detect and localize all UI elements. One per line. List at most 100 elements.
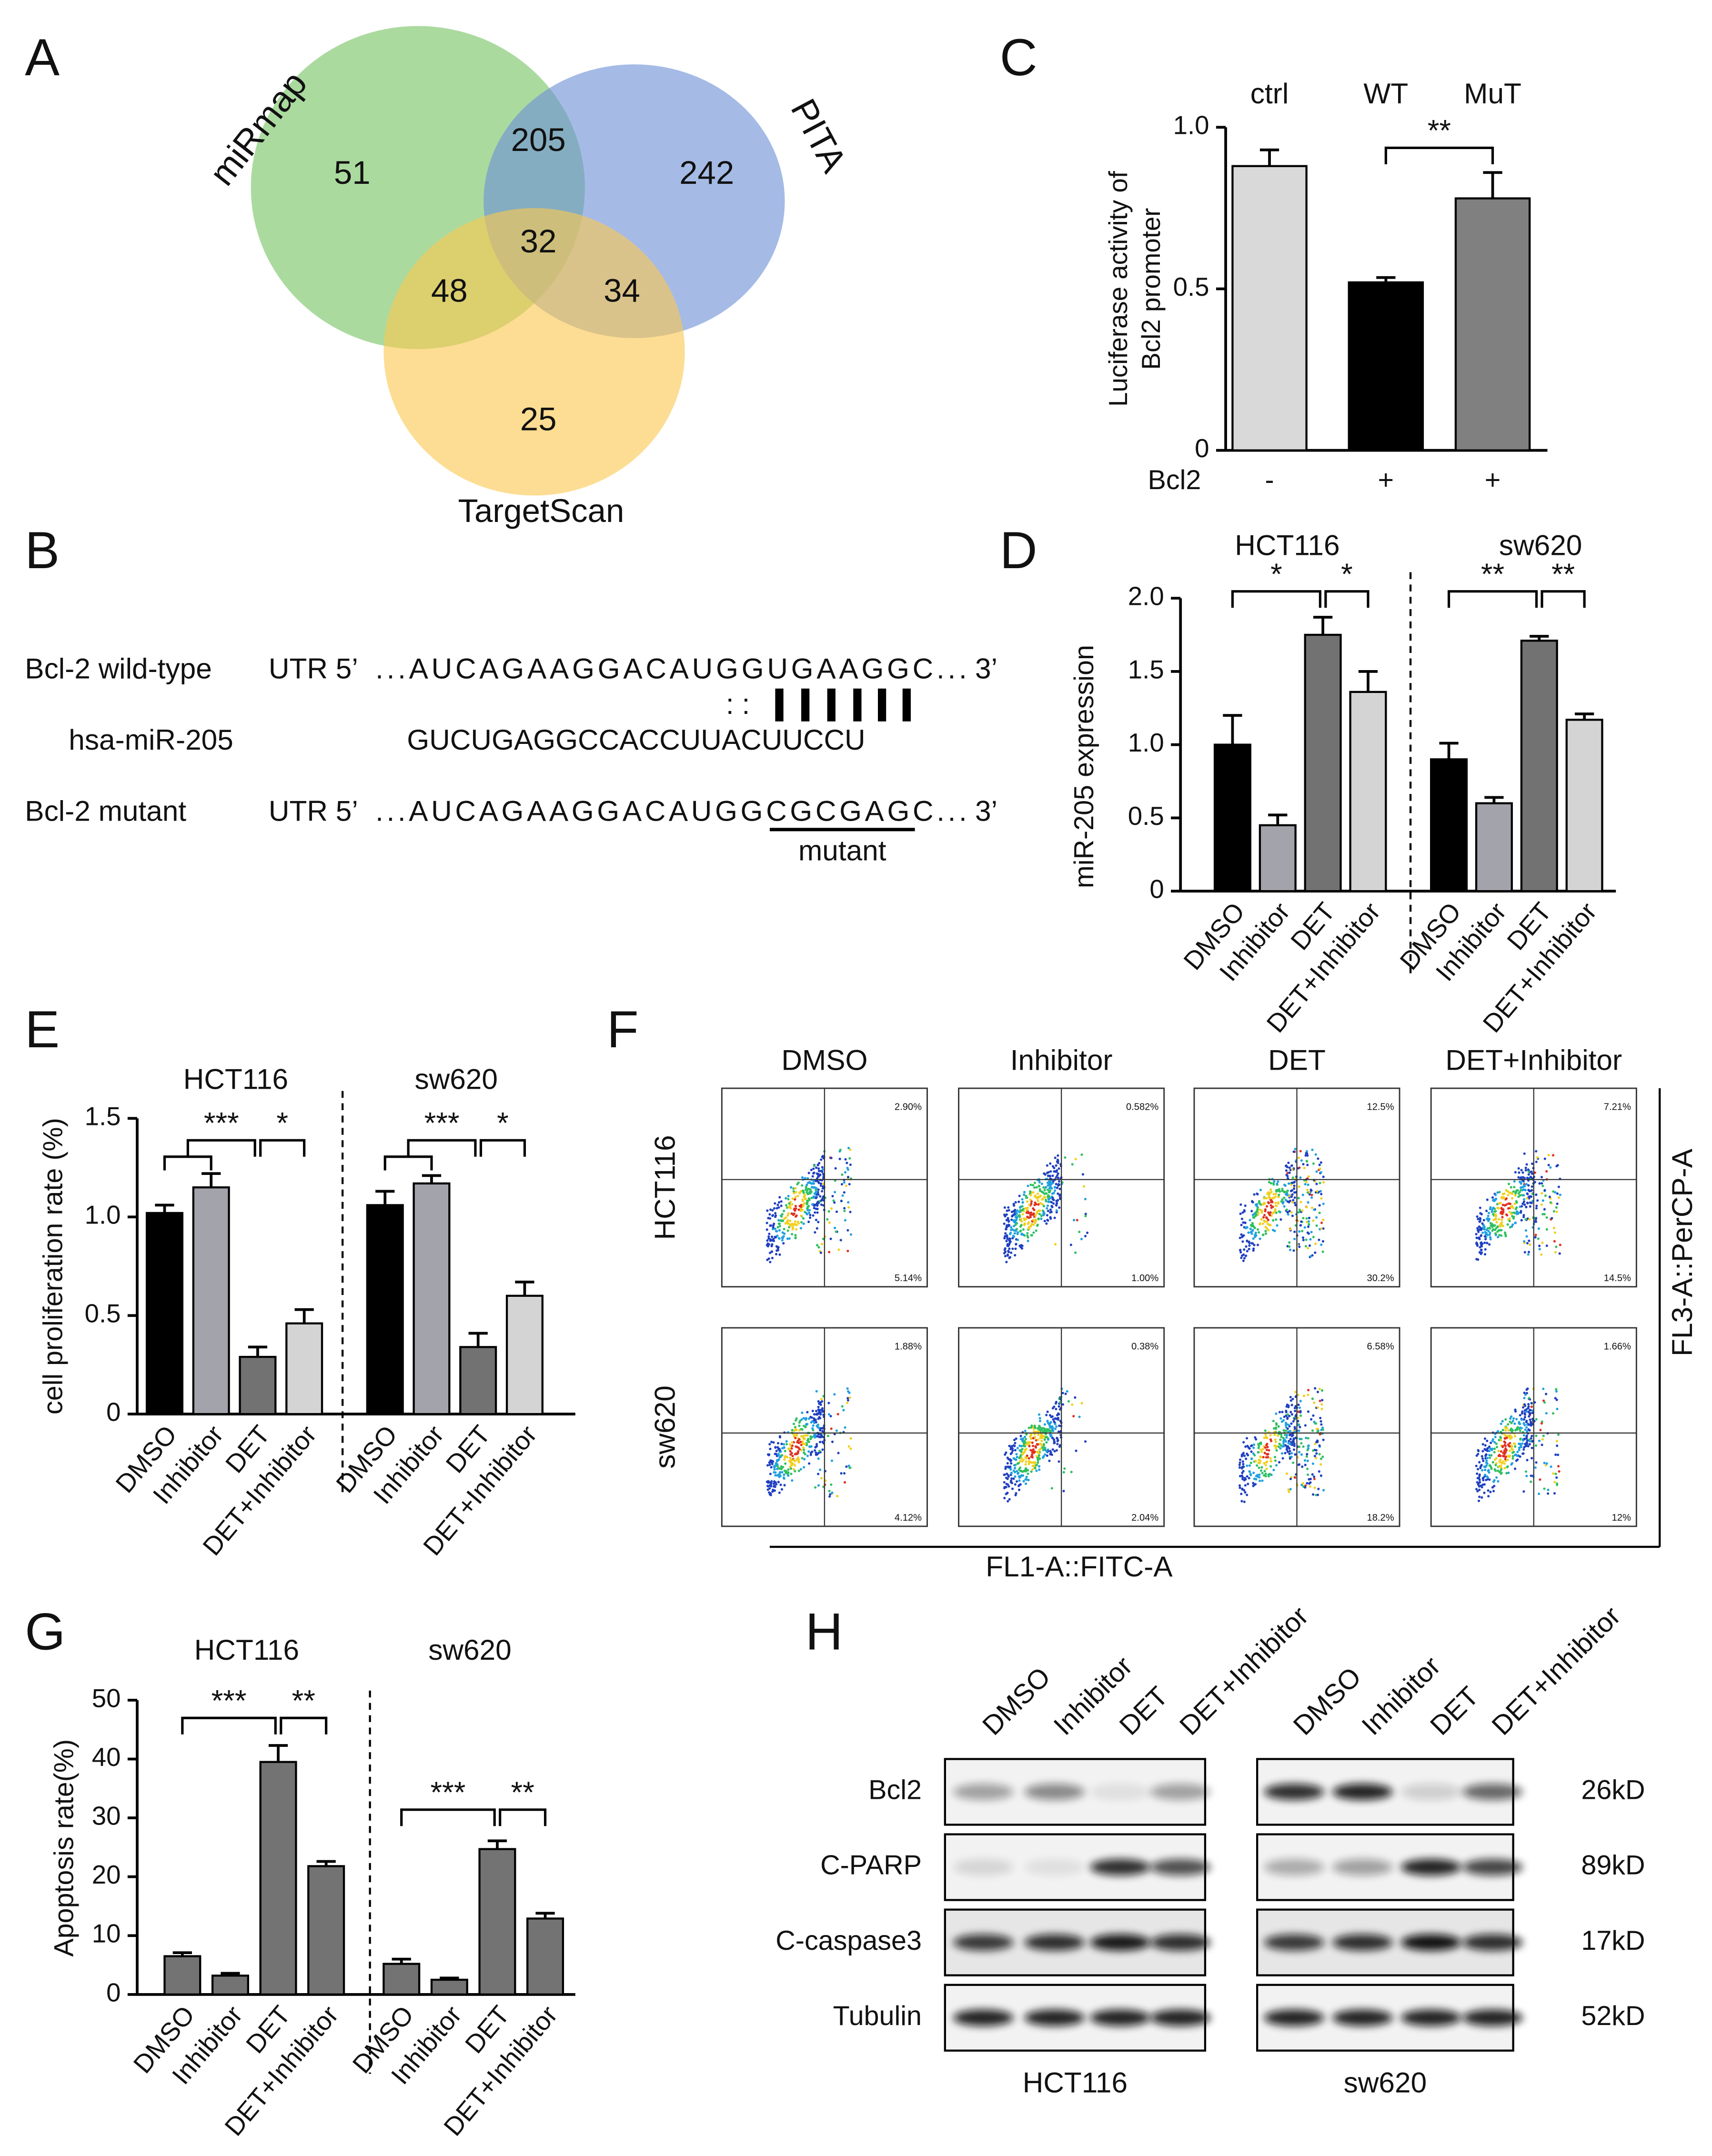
flow-event <box>787 1222 790 1225</box>
flow-event <box>814 1180 817 1183</box>
flow-event <box>786 1237 789 1240</box>
flow-event <box>1280 1420 1283 1423</box>
flow-event <box>1271 1205 1274 1208</box>
flow-event <box>1491 1196 1494 1199</box>
flow-event <box>1504 1418 1507 1421</box>
flow-event <box>849 1447 852 1450</box>
flow-event <box>1297 1197 1300 1200</box>
significance-label: ** <box>511 1776 534 1809</box>
flow-event <box>1521 1205 1523 1208</box>
flow-event <box>1501 1197 1503 1200</box>
flow-event <box>787 1198 790 1201</box>
flow-event <box>1516 1451 1519 1454</box>
flow-event <box>1246 1452 1249 1455</box>
flow-event <box>777 1454 780 1456</box>
flow-event <box>844 1426 846 1429</box>
flow-event <box>828 1495 831 1498</box>
flow-event <box>1305 1181 1308 1183</box>
flow-event <box>1317 1487 1320 1490</box>
flow-event <box>1486 1242 1489 1244</box>
flow-event <box>1478 1488 1481 1491</box>
flow-event <box>1477 1218 1480 1221</box>
flow-event <box>777 1481 780 1484</box>
flow-event <box>816 1243 819 1247</box>
bar <box>1348 281 1424 451</box>
flow-event <box>1289 1228 1292 1231</box>
flow-event <box>787 1474 790 1477</box>
flow-event <box>1032 1191 1035 1194</box>
flow-event <box>1012 1219 1015 1222</box>
error-bar <box>1574 712 1594 720</box>
flow-event <box>841 1194 844 1197</box>
flow-event <box>1320 1193 1323 1195</box>
flow-event <box>1009 1453 1012 1455</box>
flow-event <box>817 1167 820 1170</box>
flow-event <box>1043 1438 1046 1441</box>
flow-event <box>1290 1422 1293 1425</box>
flow-event <box>1478 1485 1480 1488</box>
flow-event <box>1509 1449 1511 1453</box>
flow-event <box>1051 1436 1054 1439</box>
flow-event <box>1006 1492 1008 1495</box>
flow-event <box>1511 1197 1514 1200</box>
flow-event <box>1278 1461 1281 1464</box>
flow-event <box>1255 1438 1258 1441</box>
flow-event <box>1321 1428 1325 1431</box>
flow-event <box>843 1481 846 1484</box>
flow-event <box>837 1248 840 1251</box>
flow-event <box>1322 1181 1325 1184</box>
y-tick-label: 10 <box>92 1919 121 1948</box>
flow-event <box>788 1460 791 1463</box>
flow-event <box>1262 1216 1265 1219</box>
flow-event <box>1264 1433 1267 1436</box>
flow-event <box>1555 1390 1558 1393</box>
flow-event <box>1534 1466 1537 1469</box>
flow-event <box>1477 1499 1480 1503</box>
flow-event <box>1315 1494 1318 1496</box>
flow-event <box>1046 1188 1049 1191</box>
group-title: sw620 <box>1499 529 1582 562</box>
flow-event <box>1290 1211 1293 1214</box>
flow-event <box>1517 1176 1520 1179</box>
flow-event <box>814 1211 816 1214</box>
flow-event <box>1495 1214 1498 1217</box>
flow-event <box>1549 1201 1552 1204</box>
flow-event <box>794 1220 796 1223</box>
flow-event <box>1319 1474 1322 1477</box>
flow-event <box>1545 1244 1548 1247</box>
flow-event <box>1504 1233 1507 1236</box>
flow-event <box>1522 1448 1525 1451</box>
flow-event <box>1006 1244 1009 1247</box>
flow-event <box>846 1229 849 1232</box>
flow-event <box>1029 1216 1032 1219</box>
flow-event <box>845 1184 847 1187</box>
flow-event <box>1551 1217 1553 1220</box>
flow-event <box>1055 1211 1058 1213</box>
flow-event <box>807 1450 810 1453</box>
flow-event <box>816 1426 819 1429</box>
flow-event <box>772 1214 775 1217</box>
flow-event <box>817 1473 820 1475</box>
flow-event <box>1024 1470 1027 1473</box>
flow-event <box>1308 1193 1311 1196</box>
flow-event <box>1244 1478 1247 1481</box>
error-bar <box>375 1190 395 1205</box>
flow-plot <box>1430 1087 1637 1288</box>
category-label: WT <box>1363 77 1408 110</box>
flow-event <box>1294 1414 1297 1417</box>
flow-event <box>1288 1414 1291 1417</box>
flow-event <box>1248 1464 1251 1467</box>
flow-event <box>1489 1206 1492 1209</box>
error-bar <box>1484 796 1504 803</box>
flow-event <box>1016 1228 1018 1231</box>
flow-event <box>801 1198 804 1201</box>
flow-event <box>1525 1163 1528 1166</box>
flow-event <box>1501 1224 1504 1227</box>
flow-event <box>1481 1243 1484 1245</box>
flow-event <box>1307 1410 1310 1413</box>
flow-event <box>1046 1172 1049 1174</box>
flow-event <box>1503 1449 1506 1452</box>
flow-event <box>1555 1245 1558 1248</box>
flow-event <box>1266 1227 1269 1230</box>
